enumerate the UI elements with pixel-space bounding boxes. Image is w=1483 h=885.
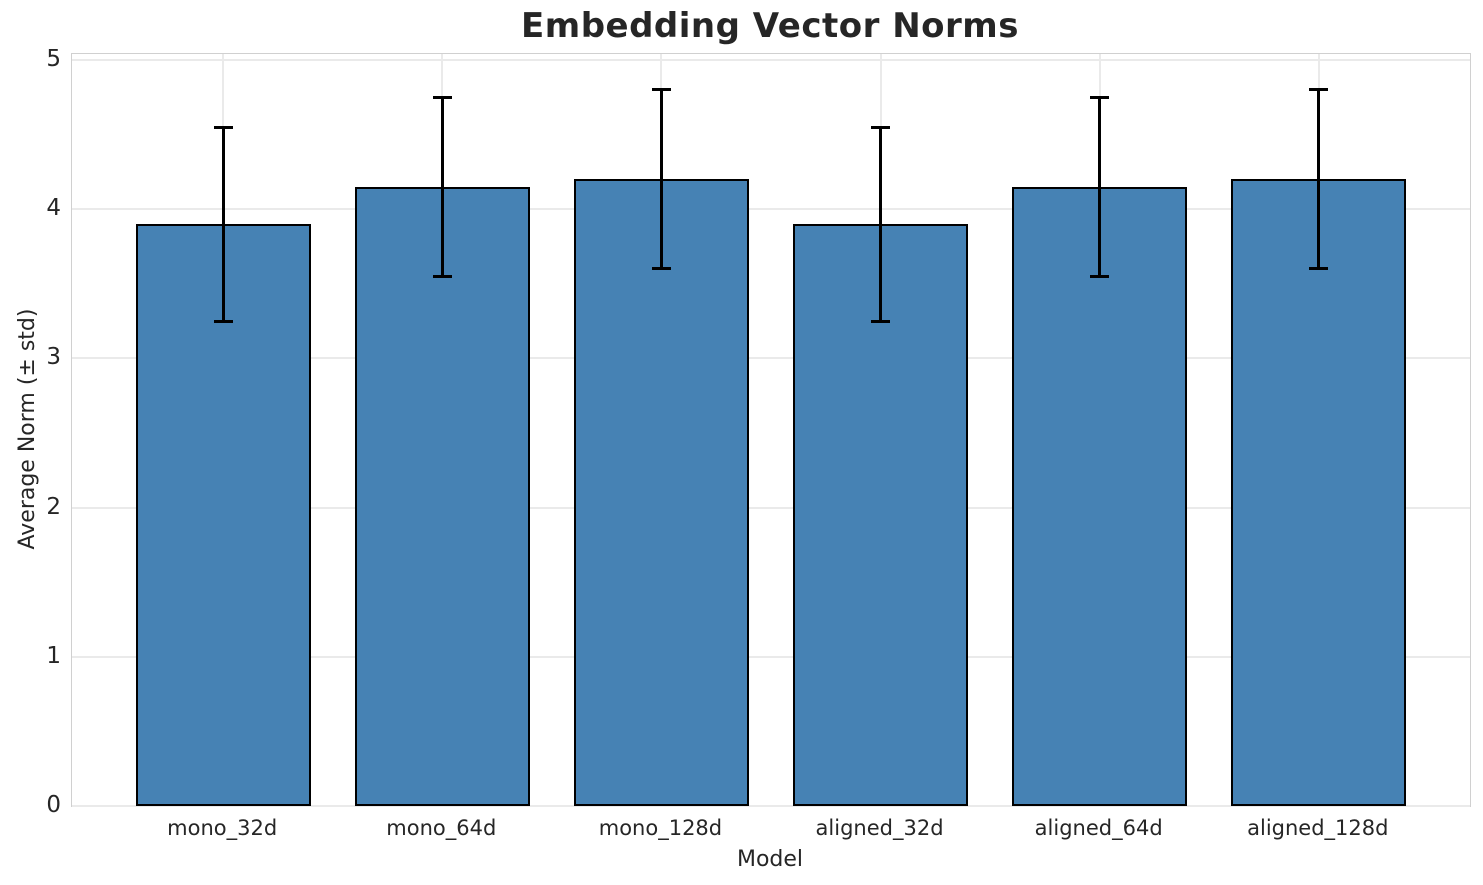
h-gridline bbox=[72, 357, 1470, 360]
y-tick-label: 1 bbox=[46, 642, 61, 669]
error-cap bbox=[1309, 267, 1329, 271]
error-cap bbox=[1090, 274, 1110, 278]
y-tick-label: 5 bbox=[46, 45, 61, 72]
x-axis-label: Model bbox=[736, 847, 804, 872]
h-gridline bbox=[72, 655, 1470, 658]
h-gridline bbox=[72, 805, 1470, 807]
plot-area bbox=[71, 53, 1471, 807]
error-cap bbox=[213, 319, 233, 323]
x-tick-label: aligned_32d bbox=[815, 816, 944, 840]
error-cap bbox=[213, 125, 233, 129]
error-cap bbox=[432, 95, 452, 99]
h-gridline bbox=[72, 58, 1470, 61]
error-cap bbox=[1090, 95, 1110, 99]
y-tick-label: 4 bbox=[46, 195, 61, 222]
bar-mono_128d bbox=[573, 179, 750, 806]
error-bar-aligned_32d bbox=[879, 127, 883, 322]
x-tick-label: aligned_128d bbox=[1247, 816, 1389, 840]
error-cap bbox=[871, 125, 891, 129]
bar-aligned_64d bbox=[1012, 186, 1188, 806]
x-tick-label: mono_32d bbox=[167, 816, 278, 840]
error-bar-aligned_64d bbox=[1098, 97, 1102, 277]
error-cap bbox=[871, 319, 891, 323]
h-gridline bbox=[72, 208, 1470, 211]
y-axis-label: Average Norm (± std) bbox=[15, 308, 40, 550]
error-cap bbox=[432, 274, 452, 278]
error-bar-mono_64d bbox=[440, 97, 444, 277]
x-tick-label: mono_64d bbox=[386, 816, 497, 840]
error-bars-layer bbox=[72, 54, 1470, 806]
y-tick-label: 0 bbox=[46, 792, 61, 818]
bar-aligned_128d bbox=[1231, 179, 1407, 806]
bar-mono_64d bbox=[354, 186, 530, 806]
error-bar-mono_32d bbox=[221, 127, 225, 322]
x-tick-label: mono_128d bbox=[598, 816, 723, 840]
y-tick-label: 3 bbox=[46, 344, 61, 371]
error-bar-mono_128d bbox=[659, 89, 663, 269]
error-cap bbox=[651, 88, 671, 92]
error-bar-aligned_128d bbox=[1317, 89, 1321, 269]
error-cap bbox=[1309, 88, 1329, 92]
error-cap bbox=[651, 267, 671, 271]
h-gridline bbox=[72, 506, 1470, 509]
x-tick-label: aligned_64d bbox=[1034, 816, 1163, 840]
chart-title: Embedding Vector Norms bbox=[521, 6, 1019, 46]
y-tick-label: 2 bbox=[46, 493, 61, 520]
